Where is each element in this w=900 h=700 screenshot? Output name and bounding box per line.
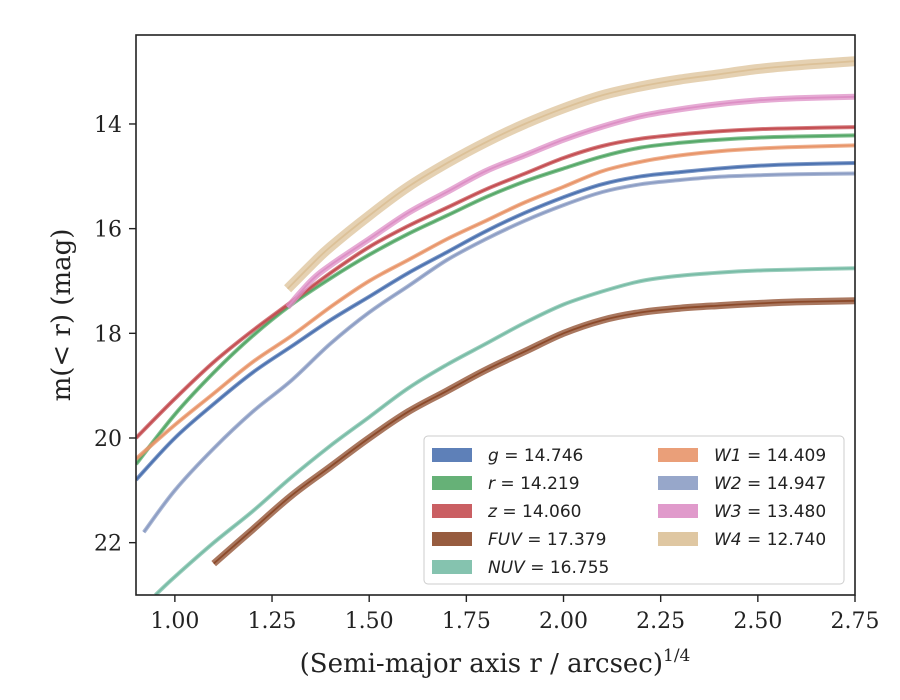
legend-equals: = [499, 446, 524, 466]
series-w3-line [286, 95, 855, 308]
legend-swatch [658, 448, 698, 462]
legend-equals: = [742, 446, 767, 466]
legend-series-value: 13.480 [767, 502, 826, 522]
x-tick-label: 2.00 [539, 609, 588, 634]
y-tick-label: 18 [94, 322, 122, 347]
series-w4-line [286, 60, 855, 290]
legend-label: W1 = 14.409 [714, 446, 826, 466]
series-w3 [285, 93, 855, 310]
legend-series-value: 14.219 [520, 474, 579, 494]
legend-series-value: 14.060 [522, 502, 581, 522]
legend-swatch [658, 532, 698, 546]
series-r-line [136, 134, 855, 465]
legend-equals: = [495, 474, 520, 494]
series-r [136, 133, 855, 466]
x-tick-label: 2.75 [831, 609, 880, 634]
x-tick-label: 1.50 [345, 609, 394, 634]
legend-item-r: r = 14.219 [432, 474, 580, 494]
legend-item-nuv: NUV = 16.755 [432, 558, 609, 578]
y-tick-label: 14 [94, 113, 122, 138]
series-w2 [142, 171, 855, 534]
series-fuv [211, 297, 855, 567]
x-tick-label: 2.25 [636, 609, 685, 634]
series-w1-line [136, 144, 855, 460]
legend-frame [423, 435, 845, 585]
x-axis-label-superscript: 1/4 [663, 646, 690, 666]
legend-swatch [432, 560, 472, 574]
legend-item-w2: W2 = 14.947 [658, 474, 826, 494]
legend-label: g = 14.746 [488, 446, 583, 466]
y-axis-ticks: 14 16 18 20 22 [94, 113, 136, 557]
legend-equals: = [525, 558, 550, 578]
legend-series-value: 17.379 [547, 530, 606, 550]
legend-series-value: 14.947 [767, 474, 826, 494]
legend-item-w1: W1 = 14.409 [658, 446, 826, 466]
legend-item-w4: W4 = 12.740 [658, 530, 826, 550]
legend: g = 14.746 r = 14.219 z = 14.060 FUV = 17.3… [423, 435, 845, 585]
legend-series-name: r [488, 474, 496, 494]
x-tick-label: 1.75 [442, 609, 491, 634]
y-axis-label: m(< r) (mag) [47, 229, 77, 402]
x-tick-label: 2.50 [733, 609, 782, 634]
legend-equals: = [742, 474, 767, 494]
series-fuv-line [213, 299, 855, 565]
legend-label: NUV = 16.755 [488, 558, 609, 578]
series-w2-line [143, 172, 855, 533]
legend-series-name: g [488, 446, 499, 466]
legend-item-g: g = 14.746 [432, 446, 583, 466]
legend-swatch [432, 448, 472, 462]
legend-swatch [658, 504, 698, 518]
legend-label: W4 = 12.740 [714, 530, 826, 550]
legend-item-z: z = 14.060 [432, 502, 581, 522]
y-tick-label: 22 [94, 532, 122, 557]
legend-equals: = [742, 502, 767, 522]
legend-series-name: W3 [714, 502, 742, 522]
legend-swatch [432, 532, 472, 546]
legend-equals: = [742, 530, 767, 550]
legend-equals: = [497, 502, 522, 522]
legend-series-name: NUV [488, 558, 526, 578]
legend-equals: = [522, 530, 547, 550]
series-nuv [154, 266, 855, 595]
legend-swatch [432, 504, 472, 518]
legend-series-name: W1 [714, 446, 742, 466]
series-g [136, 161, 855, 482]
x-tick-label: 1.00 [150, 609, 199, 634]
legend-series-value: 14.746 [524, 446, 583, 466]
series-layer [136, 56, 855, 595]
y-tick-label: 20 [94, 427, 122, 452]
legend-series-name: W4 [714, 530, 742, 550]
series-w1 [136, 143, 855, 461]
series-z-line [136, 126, 855, 439]
x-axis-label-main: (Semi-major axis r / arcsec) [300, 649, 663, 679]
legend-swatch [658, 476, 698, 490]
series-w4 [284, 56, 855, 293]
legend-swatch [432, 476, 472, 490]
legend-label: z = 14.060 [487, 502, 581, 522]
legend-series-value: 12.740 [767, 530, 826, 550]
series-g-line [136, 162, 855, 481]
legend-series-name: FUV [488, 530, 523, 550]
series-nuv-line [154, 267, 855, 595]
legend-series-name: z [487, 502, 498, 522]
legend-series-value: 16.755 [550, 558, 609, 578]
plot-frame [135, 34, 856, 596]
series-z [136, 125, 855, 440]
y-tick-label: 16 [94, 218, 122, 243]
x-axis-ticks: 1.00 1.25 1.50 1.75 2.00 2.25 2.50 2.75 [150, 595, 879, 634]
legend-item-fuv: FUV = 17.379 [432, 530, 606, 550]
legend-label: W2 = 14.947 [714, 474, 826, 494]
legend-series-value: 14.409 [767, 446, 826, 466]
legend-item-w3: W3 = 13.480 [658, 502, 826, 522]
legend-label: W3 = 13.480 [714, 502, 826, 522]
x-tick-label: 1.25 [248, 609, 297, 634]
legend-series-name: W2 [714, 474, 742, 494]
x-axis-label: (Semi-major axis r / arcsec)1/4 [300, 646, 691, 679]
legend-label: r = 14.219 [488, 474, 580, 494]
legend-label: FUV = 17.379 [488, 530, 606, 550]
